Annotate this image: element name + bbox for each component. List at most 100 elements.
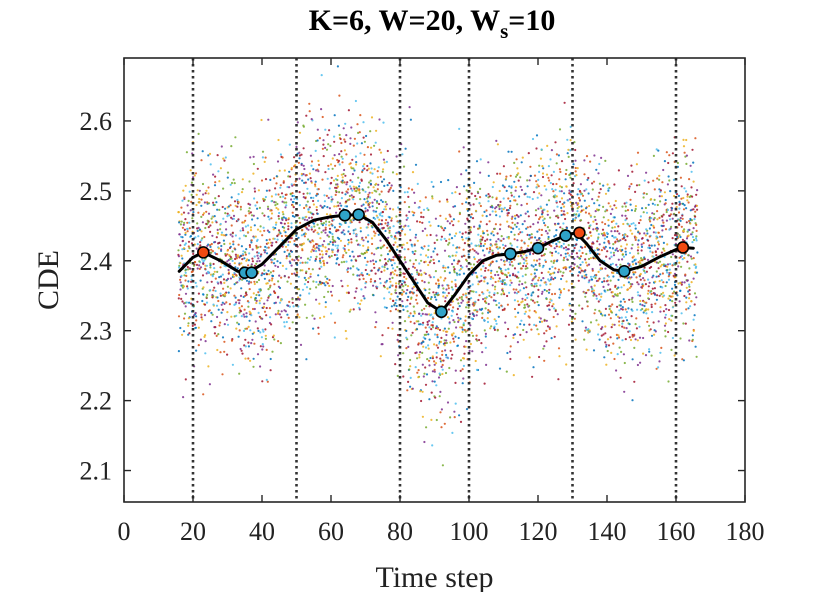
minimum-marker [617, 264, 631, 278]
scatter-point [513, 161, 516, 164]
scatter-point [222, 239, 225, 242]
scatter-point [499, 204, 502, 207]
scatter-point [248, 280, 251, 283]
scatter-point [263, 214, 266, 217]
scatter-point [365, 226, 368, 229]
scatter-point [691, 195, 694, 198]
scatter-point [535, 268, 538, 271]
scatter-point [392, 299, 395, 302]
scatter-point [625, 319, 629, 322]
scatter-point [180, 220, 183, 223]
scatter-point [180, 213, 183, 216]
scatter-point [514, 315, 517, 318]
scatter-point [638, 232, 641, 235]
scatter-point [630, 182, 633, 186]
scatter-point [287, 225, 290, 228]
scatter-point [187, 240, 191, 243]
scatter-point [369, 179, 372, 182]
scatter-point [447, 179, 450, 182]
scatter-point [256, 254, 259, 257]
scatter-point [481, 312, 484, 315]
scatter-point [531, 279, 534, 282]
scatter-point [555, 229, 558, 232]
scatter-point [637, 239, 640, 242]
scatter-point [324, 246, 327, 249]
scatter-point [292, 206, 295, 209]
scatter-point [689, 222, 692, 225]
scatter-point [422, 321, 425, 324]
scatter-point [636, 249, 640, 252]
scatter-point [424, 289, 427, 292]
scatter-point [458, 414, 461, 417]
scatter-point [447, 266, 450, 269]
scatter-point [476, 190, 479, 193]
vertical-dotted-lines [191, 58, 678, 502]
scatter-point [380, 219, 384, 222]
scatter-point [259, 289, 262, 292]
scatter-point [498, 306, 501, 309]
scatter-point [392, 208, 395, 211]
scatter-point [361, 274, 364, 277]
scatter-point [608, 257, 611, 260]
scatter-point [279, 195, 282, 199]
y-tick-label: 2.3 [80, 317, 113, 346]
scatter-point [495, 260, 498, 263]
scatter-point [525, 254, 528, 257]
scatter-point [474, 300, 477, 303]
scatter-point [462, 146, 465, 149]
scatter-point [331, 251, 334, 254]
maximum-marker [573, 226, 586, 240]
scatter-point [433, 333, 437, 336]
scatter-point [273, 283, 276, 286]
scatter-point [250, 342, 253, 345]
scatter-point [603, 241, 606, 244]
scatter-point [253, 282, 256, 286]
scatter-point [324, 171, 327, 174]
scatter-point [671, 264, 674, 267]
scatter-point [642, 352, 645, 355]
scatter-point [585, 276, 588, 279]
scatter-point [272, 237, 275, 240]
scatter-point [259, 230, 262, 233]
scatter-point [405, 214, 408, 217]
scatter-point [570, 252, 574, 255]
scatter-point [354, 99, 357, 103]
scatter-point [207, 202, 211, 205]
scatter-point [671, 314, 674, 317]
scatter-point [609, 288, 612, 291]
scatter-point [284, 234, 287, 237]
scatter-point [363, 252, 366, 255]
scatter-point [616, 265, 619, 268]
scatter-point [395, 237, 398, 240]
scatter-point [517, 179, 520, 182]
scatter-point [613, 216, 616, 219]
scatter-point [234, 253, 237, 256]
scatter-point [210, 311, 213, 314]
scatter-point [619, 248, 622, 251]
scatter-point [405, 292, 408, 295]
scatter-point [531, 197, 534, 201]
scatter-point [297, 259, 300, 262]
scatter-point [306, 187, 309, 190]
scatter-point [404, 147, 407, 150]
scatter-point [413, 211, 416, 214]
scatter-point [583, 338, 586, 341]
scatter-point [473, 249, 476, 252]
scatter-point [547, 176, 550, 179]
scatter-point [584, 207, 588, 210]
scatter-point [333, 239, 336, 242]
scatter-point [503, 260, 506, 263]
scatter-point [618, 346, 621, 349]
scatter-point [293, 197, 296, 200]
scatter-point [539, 205, 542, 208]
scatter-point [619, 376, 622, 379]
scatter-point [687, 234, 690, 237]
scatter-point [600, 327, 603, 330]
scatter-point [283, 274, 286, 278]
scatter-point [470, 290, 473, 293]
scatter-point [339, 239, 342, 242]
scatter-point [569, 270, 572, 273]
scatter-point [643, 304, 646, 308]
scatter-point [515, 292, 519, 295]
scatter-point [497, 203, 500, 207]
